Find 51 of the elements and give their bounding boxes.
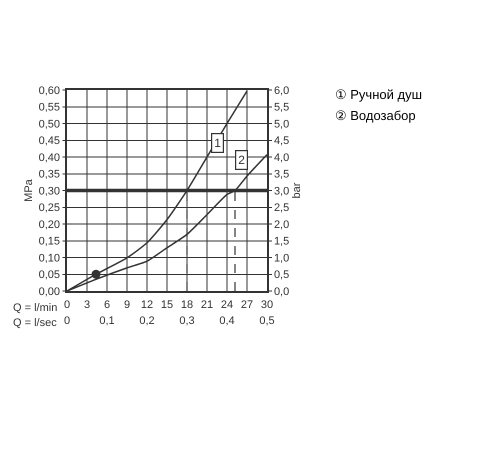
y-axis-title: MPa bbox=[22, 178, 35, 202]
y2-tick-label: 4,0 bbox=[274, 152, 290, 164]
x-tick-label: 21 bbox=[200, 298, 214, 311]
y-tick-label: 0,10 bbox=[38, 252, 60, 264]
y2-tick-label: 0,5 bbox=[274, 269, 290, 282]
y-tick-label: 0,55 bbox=[38, 102, 60, 114]
x-tick-label: 15 bbox=[160, 298, 174, 311]
y2-tick-label: 5,0 bbox=[274, 118, 290, 130]
x-tick-label: 9 bbox=[124, 298, 130, 311]
x2-tick-label: 0,4 bbox=[219, 315, 235, 327]
y2-tick-label: 3,5 bbox=[274, 168, 290, 181]
x2-tick-label: 0,5 bbox=[259, 315, 275, 327]
x2-axis-title: Q = l/sec bbox=[13, 317, 58, 329]
x-tick-label: 30 bbox=[260, 298, 274, 311]
annotation: 1 bbox=[214, 136, 222, 150]
y2-axis-title: bar bbox=[290, 182, 303, 198]
x2-tick-label: 0,3 bbox=[179, 315, 195, 327]
x-tick-label: 3 bbox=[84, 298, 90, 311]
y-tick-label: 0,15 bbox=[38, 236, 60, 248]
y2-tick-label: 2,0 bbox=[274, 218, 290, 231]
y2-tick-label: 3,0 bbox=[274, 185, 290, 198]
y-tick-label: 0,30 bbox=[38, 185, 60, 198]
y2-tick-label: 6,0 bbox=[274, 84, 290, 97]
y-tick-label: 0,35 bbox=[38, 168, 60, 181]
x-axis-title: Q = l/min bbox=[13, 302, 58, 314]
x2-tick-label: 0,1 bbox=[99, 315, 115, 327]
y2-tick-label: 1,0 bbox=[274, 252, 290, 264]
y-tick-label: 0,45 bbox=[38, 135, 60, 148]
y-tick-label: 0,60 bbox=[38, 84, 60, 97]
x-tick-label: 18 bbox=[180, 298, 194, 311]
text: ② Водозабор bbox=[335, 108, 416, 123]
y2-tick-label: 2,5 bbox=[274, 202, 290, 214]
x-tick-label: 0 bbox=[64, 298, 70, 311]
y-tick-label: 0,25 bbox=[38, 202, 60, 214]
y-tick-label: 0,40 bbox=[38, 152, 60, 164]
y-tick-label: 0,50 bbox=[38, 118, 60, 130]
y2-tick-label: 0,0 bbox=[274, 286, 290, 298]
y-tick-label: 0,00 bbox=[38, 286, 60, 298]
y-tick-label: 0,05 bbox=[38, 269, 60, 282]
x-tick-label: 24 bbox=[220, 298, 234, 311]
y2-tick-label: 4,5 bbox=[274, 135, 290, 148]
text: ① Ручной душ bbox=[335, 87, 422, 102]
x2-tick-label: 0 bbox=[64, 315, 70, 327]
annotation: 2 bbox=[238, 153, 246, 168]
x-tick-label: 27 bbox=[240, 298, 254, 311]
x2-tick-label: 0,2 bbox=[139, 315, 155, 327]
x-tick-label: 12 bbox=[140, 298, 154, 311]
y-tick-label: 0,20 bbox=[38, 218, 60, 231]
y2-tick-label: 5,5 bbox=[274, 102, 290, 114]
x-tick-label: 6 bbox=[104, 298, 110, 311]
y2-tick-label: 1,5 bbox=[274, 236, 290, 248]
